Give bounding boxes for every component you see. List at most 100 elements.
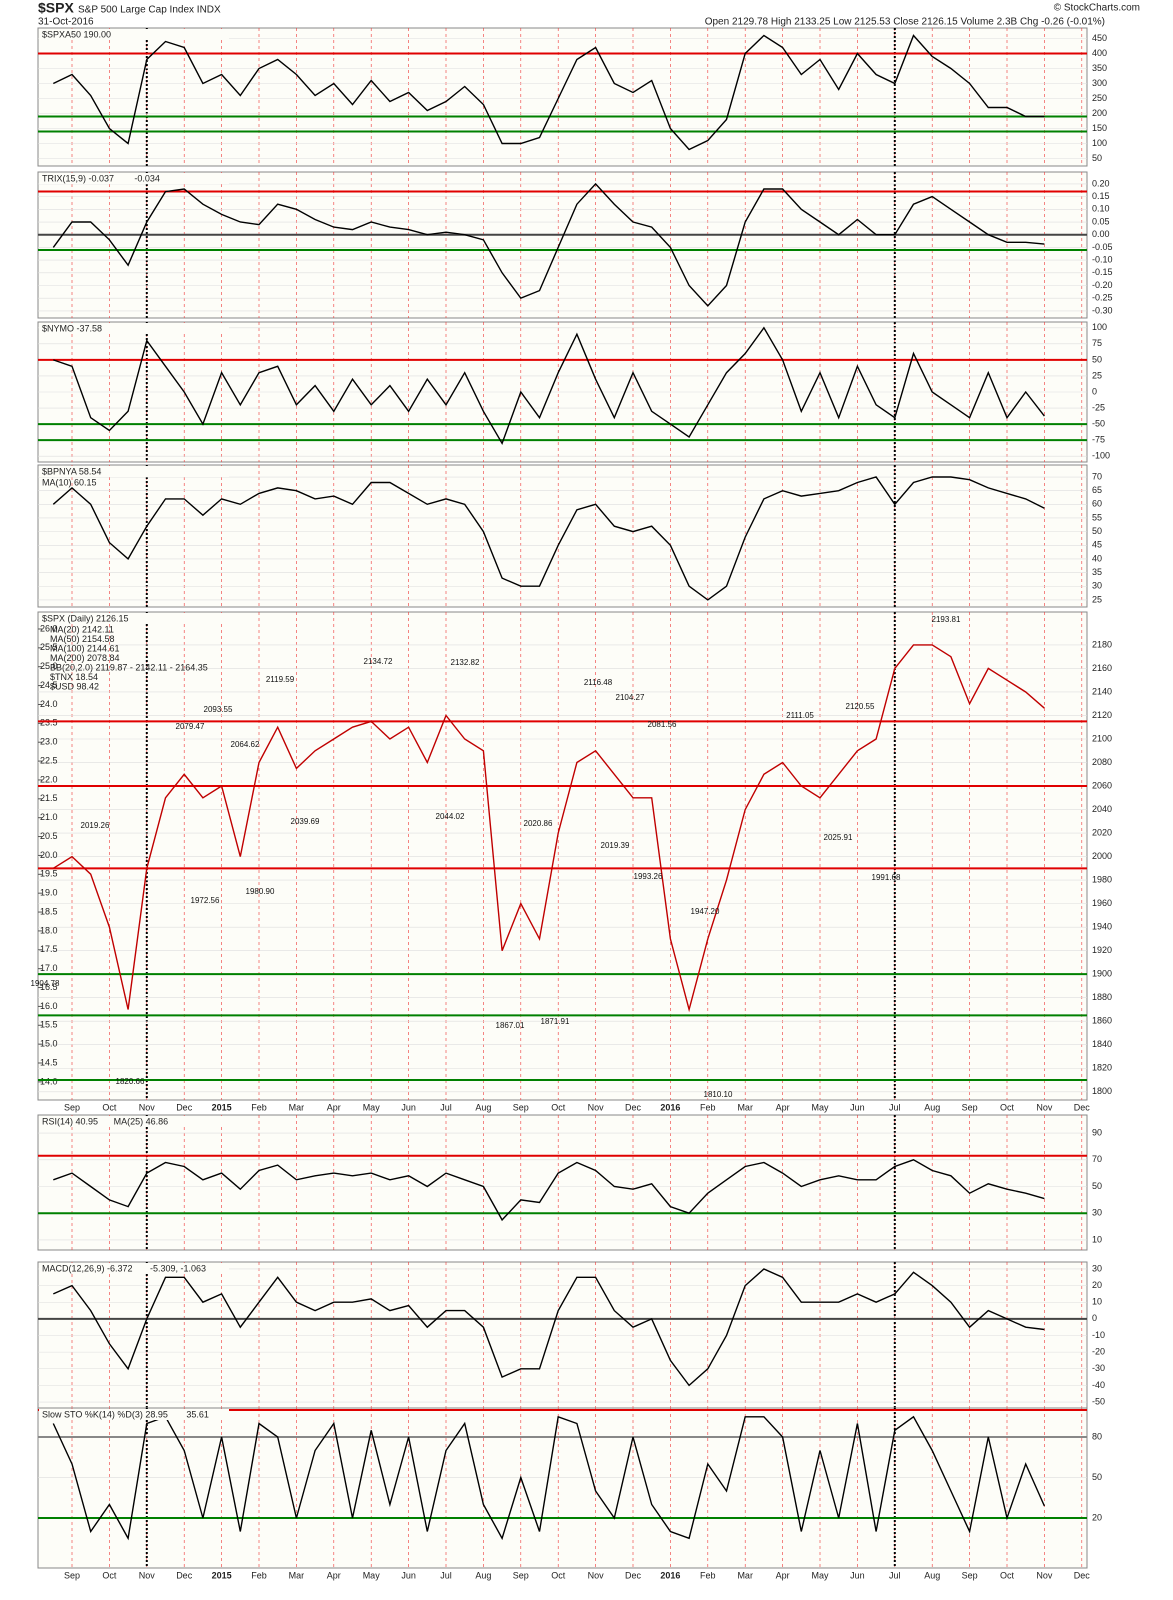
x-tick-label: Oct [1000,1102,1015,1112]
price-annotation: 2081.56 [648,720,677,729]
x-tick-label: Nov [588,1102,605,1112]
y-tick-label: -10 [1092,1330,1105,1340]
x-tick-label: Dec [1074,1102,1091,1112]
y-tick-label: 2020 [1092,827,1112,837]
y-tick-label: 0.00 [1092,229,1110,239]
y-tick-label: -40 [1092,1380,1105,1390]
title-bg [39,613,229,624]
y2-tick-label: 21.5 [40,793,58,803]
x-tick-label: Apr [776,1570,790,1580]
y-tick-label: 40 [1092,553,1102,563]
y-tick-label: 1880 [1092,992,1112,1002]
y-tick-label: 65 [1092,485,1102,495]
panel-subtitle: MA(10) 60.15 [42,477,97,487]
x-tick-label: Jul [440,1570,452,1580]
series-line [52,34,1045,151]
y-tick-label: 10 [1092,1297,1102,1307]
title-bg [39,1116,229,1127]
y2-tick-label: 24.0 [40,699,58,709]
series-line [52,182,1045,307]
panel-title: MACD(12,26,9) -6.372 [42,1263,133,1273]
x-tick-label: Jun [401,1570,416,1580]
panel-title: Slow STO %K(14) %D(3) 28.95 [42,1409,168,1419]
y-tick-label: 30 [1092,581,1102,591]
price-annotation: 1820.66 [116,1077,145,1086]
x-tick-label: Dec [1074,1570,1091,1580]
y-tick-label: 20 [1092,1512,1102,1522]
legend-entry: $TNX 18.54 [50,672,98,682]
y-tick-label: 2100 [1092,733,1112,743]
x-tick-label: Apr [327,1102,341,1112]
y-tick-label: 0 [1092,386,1097,396]
title-bg [39,323,229,334]
y-tick-label: -30 [1092,1363,1105,1373]
x-tick-label: Sep [64,1570,80,1580]
y-tick-label: -50 [1092,1396,1105,1406]
x-tick-label: Sep [962,1570,978,1580]
legend-entry: BB(20,2.0) 2119.87 - 2142.11 - 2164.35 [50,662,208,672]
y-tick-label: 30 [1092,1208,1102,1218]
y-tick-label: -75 [1092,435,1105,445]
y-tick-label: 0.10 [1092,204,1110,214]
x-tick-label: Sep [513,1102,529,1112]
y-tick-label: -20 [1092,1347,1105,1357]
y-tick-label: 350 [1092,63,1107,73]
x-tick-label: Sep [513,1570,529,1580]
quote: Open 2129.78 High 2133.25 Low 2125.53 Cl… [705,17,1105,28]
x-tick-label: Oct [102,1570,117,1580]
x-tick-label: Nov [1036,1102,1053,1112]
y-tick-label: 50 [1092,354,1102,364]
y2-tick-label: 24.5 [40,680,58,690]
x-tick-label: Oct [551,1570,566,1580]
price-annotation: 2020.86 [524,819,553,828]
y-tick-label: 0 [1092,1313,1097,1323]
y2-tick-label: 20.0 [40,850,58,860]
price-annotation: 2064.62 [231,740,260,749]
y-tick-label: 50 [1092,153,1102,163]
x-tick-label: Dec [176,1570,193,1580]
x-tick-label: Oct [551,1102,566,1112]
y-tick-label: 200 [1092,108,1107,118]
y2-tick-label: 21.0 [40,812,58,822]
x-tick-label: Feb [251,1102,267,1112]
symbol: $SPX [38,0,74,16]
y2-tick-label: 17.0 [40,963,58,973]
y-tick-label: 300 [1092,78,1107,88]
y-tick-label: 450 [1092,33,1107,43]
x-tick-label: Jul [889,1570,901,1580]
x-tick-label: 2016 [660,1102,680,1112]
y-tick-label: -25 [1092,402,1105,412]
price-annotation: 2132.82 [451,658,480,667]
y-tick-label: 50 [1092,1181,1102,1191]
y-tick-label: 30 [1092,1263,1102,1273]
price-annotation: 2193.81 [932,615,961,624]
title-bg [39,1263,229,1274]
legend-entry: $USD 98.42 [50,681,99,691]
y-tick-label: 2060 [1092,780,1112,790]
y-tick-label: 10 [1092,1234,1102,1244]
y-tick-label: -100 [1092,451,1110,461]
y2-tick-label: 18.5 [40,906,58,916]
x-tick-label: May [363,1570,381,1580]
y-tick-label: 2180 [1092,639,1112,649]
y-tick-label: 100 [1092,138,1107,148]
series-line [53,1159,1045,1222]
panel-title: $BPNYA 58.54 [42,466,101,476]
x-tick-label: Nov [1036,1570,1053,1580]
index-name: S&P 500 Large Cap Index INDX [78,5,221,16]
price-annotation: 2119.59 [266,675,295,684]
x-tick-label: Jun [401,1102,416,1112]
y-tick-label: -0.10 [1092,254,1113,264]
y2-tick-label: 25.0 [40,661,58,671]
panel-title: TRIX(15,9) -0.037 [42,173,114,183]
panel-subtitle: -0.034 [134,173,160,183]
x-tick-label: Sep [962,1102,978,1112]
x-tick-label: Aug [475,1102,491,1112]
x-tick-label: Oct [102,1102,117,1112]
y2-tick-label: 14.0 [40,1076,58,1086]
y-tick-label: 70 [1092,471,1102,481]
panel [37,27,1088,167]
y2-tick-label: 15.5 [40,1020,58,1030]
y2-tick-label: 19.5 [40,869,58,879]
y-tick-label: 25 [1092,370,1102,380]
